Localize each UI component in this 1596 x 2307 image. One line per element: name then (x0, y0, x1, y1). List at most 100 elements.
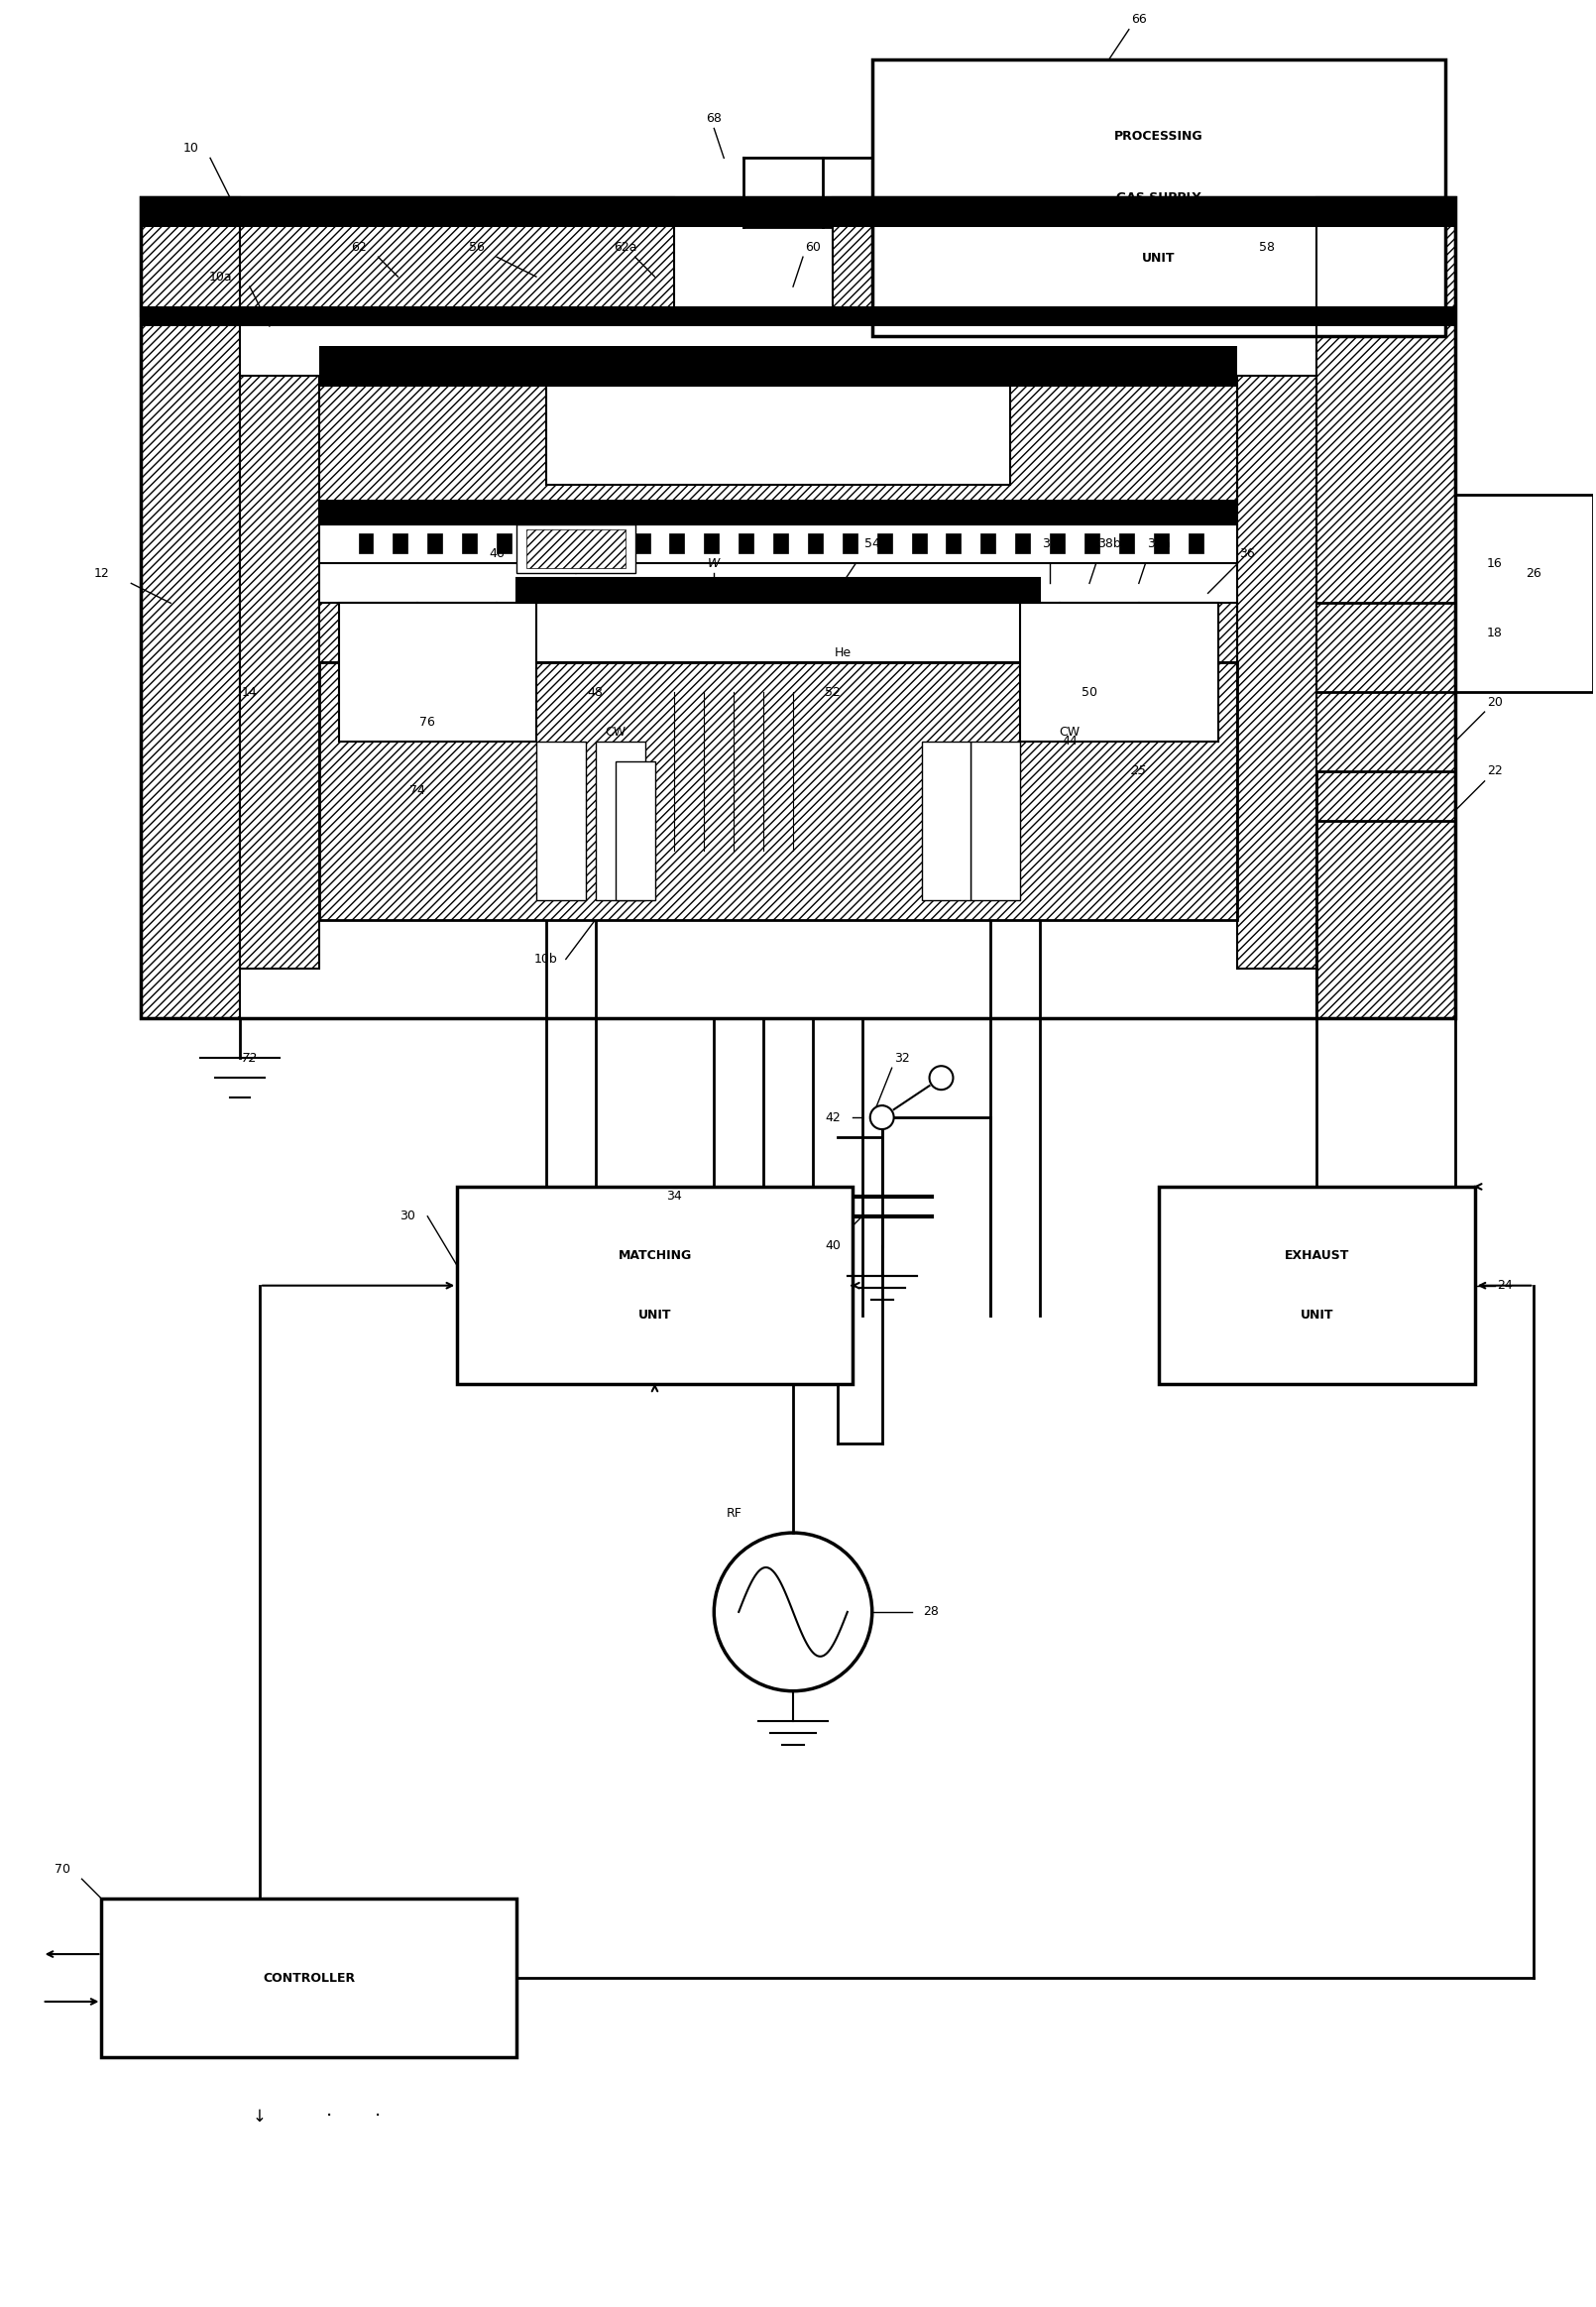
Text: MATCHING: MATCHING (618, 1250, 691, 1262)
Text: UNIT: UNIT (1301, 1308, 1333, 1322)
Bar (808, 533, 822, 554)
Bar (1317, 198, 1456, 1017)
Text: 28: 28 (924, 1606, 938, 1620)
Text: 14: 14 (243, 685, 257, 699)
Text: 32: 32 (894, 1052, 910, 1064)
Text: 38b: 38b (1098, 538, 1120, 549)
Bar (319, 346, 1237, 385)
Bar (1015, 533, 1029, 554)
Text: 38a: 38a (1148, 538, 1170, 549)
Text: 68: 68 (705, 113, 721, 125)
Text: 76: 76 (420, 715, 436, 729)
Bar (239, 376, 319, 969)
Text: 12: 12 (94, 568, 110, 579)
Text: 42: 42 (825, 1112, 841, 1124)
Bar (614, 761, 654, 900)
Bar (1119, 533, 1133, 554)
Bar (239, 376, 319, 969)
Bar (1140, 602, 1237, 662)
Text: GAS SUPPLY: GAS SUPPLY (1116, 191, 1200, 203)
Bar (1060, 602, 1140, 662)
Bar (319, 524, 1237, 563)
Bar (1237, 376, 1317, 969)
Text: 66: 66 (1132, 14, 1146, 25)
Bar (140, 198, 675, 316)
Text: 62a: 62a (613, 240, 637, 254)
Bar (319, 662, 1237, 920)
Text: 50: 50 (1082, 685, 1098, 699)
Text: RF: RF (726, 1506, 742, 1520)
Bar (319, 602, 418, 662)
Text: 10a: 10a (209, 270, 231, 284)
Bar (319, 385, 1237, 505)
Bar (1060, 602, 1140, 662)
Bar (102, 1899, 517, 2058)
Bar (319, 385, 1237, 505)
Bar (496, 533, 511, 554)
Bar (946, 533, 961, 554)
Bar (517, 579, 1041, 602)
Text: 58: 58 (1259, 240, 1275, 254)
Bar (635, 533, 650, 554)
Text: CW: CW (1060, 724, 1080, 738)
Text: 30: 30 (401, 1209, 415, 1223)
Bar (428, 533, 442, 554)
Text: 74: 74 (410, 784, 426, 798)
Text: 24: 24 (1497, 1278, 1511, 1292)
Bar (140, 198, 239, 1017)
Text: 48: 48 (587, 685, 603, 699)
Bar (140, 198, 239, 1017)
Text: 52: 52 (825, 685, 841, 699)
Bar (1456, 494, 1593, 692)
Bar (418, 602, 496, 662)
Bar (871, 60, 1444, 337)
Bar (567, 533, 581, 554)
Text: 36: 36 (1240, 547, 1256, 561)
Bar (704, 533, 718, 554)
Text: 26: 26 (1526, 568, 1542, 579)
Bar (319, 498, 1237, 524)
Bar (536, 741, 586, 900)
Bar (140, 198, 1456, 1017)
Bar (338, 602, 536, 741)
Text: 64: 64 (587, 348, 603, 362)
Bar (527, 528, 626, 568)
Text: W: W (709, 556, 720, 570)
Text: 16: 16 (1486, 556, 1502, 570)
Text: CONTROLLER: CONTROLLER (263, 1972, 356, 1984)
Bar (1237, 376, 1317, 969)
Bar (670, 533, 685, 554)
Bar (1317, 198, 1456, 1017)
Text: 25: 25 (1132, 766, 1148, 777)
Bar (531, 533, 546, 554)
Bar (600, 533, 614, 554)
Text: 46: 46 (488, 547, 504, 561)
Bar (546, 385, 1010, 484)
Bar (496, 602, 1060, 662)
Bar (921, 741, 970, 900)
Bar (833, 198, 1456, 316)
Bar (1085, 533, 1100, 554)
Bar (463, 533, 477, 554)
Text: 10: 10 (182, 141, 198, 155)
Bar (1154, 533, 1168, 554)
Text: 62: 62 (351, 240, 365, 254)
Text: UNIT: UNIT (1143, 251, 1175, 265)
Text: 44: 44 (1061, 736, 1077, 747)
Bar (456, 1186, 852, 1384)
Bar (843, 533, 857, 554)
Bar (140, 307, 1456, 325)
Text: 60: 60 (804, 240, 820, 254)
Text: 56: 56 (469, 240, 485, 254)
Bar (1187, 533, 1203, 554)
Text: CW: CW (605, 724, 626, 738)
Text: He: He (835, 646, 851, 660)
Text: 54: 54 (863, 538, 879, 549)
Text: 18: 18 (1486, 625, 1502, 639)
Text: ↓: ↓ (252, 2106, 267, 2125)
Text: EXHAUST: EXHAUST (1285, 1250, 1349, 1262)
Bar (774, 533, 788, 554)
Text: 22: 22 (1486, 766, 1502, 777)
Bar (319, 662, 1237, 920)
Bar (739, 533, 753, 554)
